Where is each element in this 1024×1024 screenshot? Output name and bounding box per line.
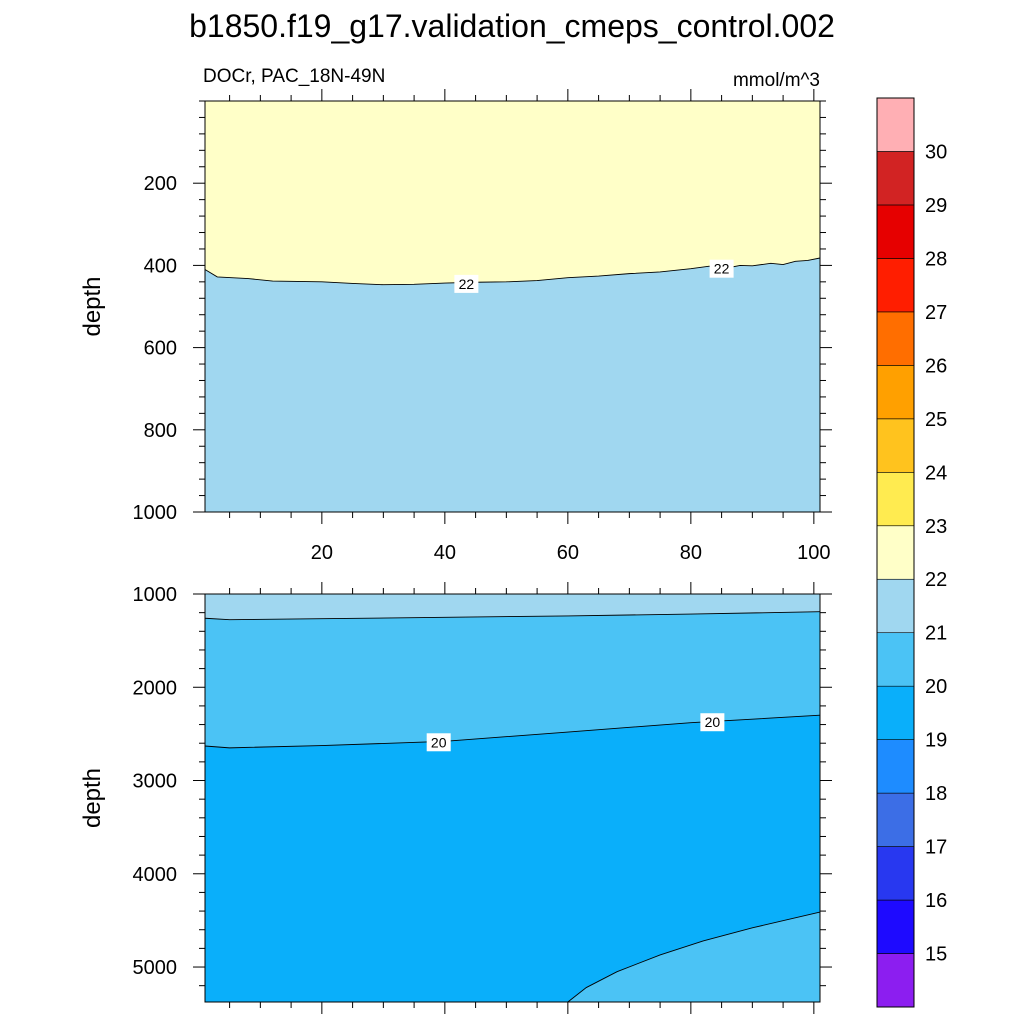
upper-ylabel: depth bbox=[79, 276, 106, 336]
colorbar-swatch-2 bbox=[876, 846, 915, 901]
units-label: mmol/m^3 bbox=[733, 70, 820, 91]
colorbar-label-29: 29 bbox=[925, 195, 947, 217]
colorbar-swatch-8 bbox=[876, 525, 915, 580]
upper-xtick-label-3: 80 bbox=[680, 542, 702, 564]
variable-label: DOCr, PAC_18N-49N bbox=[203, 66, 385, 87]
lower-contour-label-1-1: 20 bbox=[705, 714, 721, 730]
colorbar-swatch-6 bbox=[876, 632, 915, 687]
colorbar-swatch-3 bbox=[876, 792, 915, 847]
colorbar-swatch-16 bbox=[876, 97, 915, 152]
lower-contour-label-1-0: 20 bbox=[431, 734, 447, 750]
upper-ytick-label-4: 1000 bbox=[133, 502, 178, 524]
upper-ytick-label-0: 200 bbox=[144, 173, 177, 195]
colorbar-swatch-14 bbox=[876, 204, 915, 259]
upper-region-21-22 bbox=[205, 258, 820, 512]
colorbar-swatch-11 bbox=[876, 365, 915, 420]
upper-xtick-label-1: 40 bbox=[434, 542, 456, 564]
lower-ytick-label-3: 4000 bbox=[133, 864, 178, 886]
colorbar-frame bbox=[876, 97, 915, 1008]
upper-frame bbox=[204, 100, 821, 513]
colorbar-label-30: 30 bbox=[925, 141, 947, 163]
colorbar-swatch-1 bbox=[876, 899, 915, 954]
upper-contour-label-bg-0-0 bbox=[454, 274, 479, 293]
colorbar-label-24: 24 bbox=[925, 462, 947, 484]
colorbar-swatch-5 bbox=[876, 685, 915, 740]
colorbar-swatch-0 bbox=[876, 953, 915, 1008]
upper-ytick-label-1: 400 bbox=[144, 255, 177, 277]
upper-xtick-label-4: 100 bbox=[797, 542, 830, 564]
upper-ytick-label-3: 800 bbox=[144, 420, 177, 442]
colorbar-swatch-12 bbox=[876, 311, 915, 366]
colorbar-swatch-4 bbox=[876, 739, 915, 794]
upper-contour-label-bg-0-1 bbox=[709, 259, 734, 278]
colorbar-swatch-10 bbox=[876, 418, 915, 473]
lower-contour-21-0 bbox=[204, 611, 821, 621]
colorbar-label-20: 20 bbox=[925, 676, 947, 698]
colorbar-label-25: 25 bbox=[925, 409, 947, 431]
colorbar-swatch-13 bbox=[876, 258, 915, 313]
colorbar-label-21: 21 bbox=[925, 623, 947, 645]
upper-xtick-label-0: 20 bbox=[311, 542, 333, 564]
colorbar-swatch-9 bbox=[876, 471, 915, 527]
upper-contour-label-0-0: 22 bbox=[459, 276, 475, 292]
colorbar-label-16: 16 bbox=[925, 890, 947, 912]
colorbar-swatch-7 bbox=[876, 578, 915, 634]
lower-contour-20-2 bbox=[567, 911, 821, 1003]
colorbar-label-23: 23 bbox=[925, 516, 947, 538]
colorbar-label-17: 17 bbox=[925, 837, 947, 859]
lower-ytick-label-0: 1000 bbox=[133, 584, 178, 606]
upper-xtick-label-2: 60 bbox=[557, 542, 579, 564]
lower-ylabel: depth bbox=[79, 768, 106, 828]
colorbar-label-22: 22 bbox=[925, 569, 947, 591]
upper-contour-22-0 bbox=[204, 257, 821, 286]
lower-region-19-20 bbox=[205, 715, 820, 1002]
colorbar-swatch-15 bbox=[876, 151, 915, 206]
colorbar-label-18: 18 bbox=[925, 783, 947, 805]
colorbar-label-15: 15 bbox=[925, 944, 947, 966]
lower-ytick-label-4: 5000 bbox=[133, 957, 178, 979]
upper-panel: 22 22 200 400 600 800 1000 20 40 60 80 100 depth bbox=[79, 89, 832, 564]
lower-ytick-label-2: 3000 bbox=[133, 771, 178, 793]
lower-ytick-label-1: 2000 bbox=[133, 677, 178, 699]
lower-contour-label-bg-1-0 bbox=[426, 733, 451, 752]
colorbar: 15 16 17 18 19 20 21 22 23 24 25 26 27 28 29 30 bbox=[876, 97, 947, 1008]
lower-region-20-21-bottom bbox=[567, 912, 820, 1002]
colorbar-label-26: 26 bbox=[925, 355, 947, 377]
colorbar-label-28: 28 bbox=[925, 248, 947, 270]
upper-ytick-label-2: 600 bbox=[144, 338, 177, 360]
lower-contour-label-bg-1-1 bbox=[700, 713, 725, 732]
upper-contour-label-0-1: 22 bbox=[714, 261, 730, 277]
lower-frame bbox=[204, 593, 821, 1003]
colorbar-label-27: 27 bbox=[925, 302, 947, 324]
chart-title: b1850.f19_g17.validation_cmeps_control.0… bbox=[189, 8, 835, 44]
colorbar-label-19: 19 bbox=[925, 730, 947, 752]
lower-panel: 20 20 1000 2000 3000 4000 5000 depth bbox=[79, 582, 832, 1014]
